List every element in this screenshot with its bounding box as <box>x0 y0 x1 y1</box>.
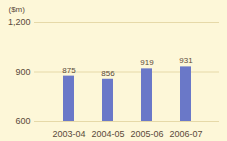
svg-text:600: 600 <box>15 116 30 126</box>
svg-text:900: 900 <box>15 67 30 77</box>
svg-text:2006-07: 2006-07 <box>169 129 202 139</box>
svg-text:856: 856 <box>101 69 115 78</box>
svg-text:875: 875 <box>62 66 76 75</box>
svg-text:2004-05: 2004-05 <box>91 129 124 139</box>
svg-text:931: 931 <box>179 56 193 65</box>
svg-text:919: 919 <box>140 58 154 67</box>
svg-text:($m): ($m) <box>9 5 26 14</box>
svg-text:2005-06: 2005-06 <box>130 129 163 139</box>
svg-text:1,200: 1,200 <box>8 17 31 27</box>
svg-text:2003-04: 2003-04 <box>52 129 85 139</box>
